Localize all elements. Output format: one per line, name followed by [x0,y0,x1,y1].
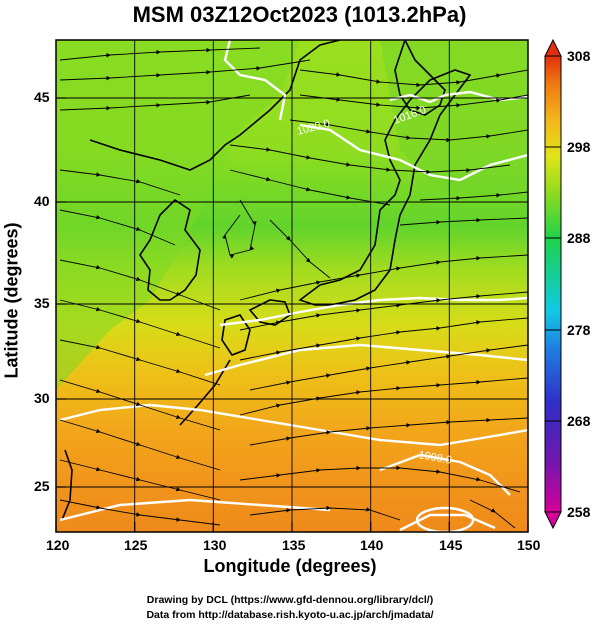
y-tick-label: 25 [34,478,50,494]
x-tick-label: 120 [46,537,70,553]
colorbar-ticks [545,55,561,513]
x-tick-label: 140 [360,537,384,553]
colorbar-label: 278 [567,322,591,338]
colorbar-label: 288 [567,230,591,246]
wind-streamlines [59,47,528,529]
grid-lines [56,40,528,532]
y-tick-label: 40 [34,193,50,209]
x-tick-label: 125 [124,537,148,553]
colorbar-label: 308 [567,48,591,64]
y-tick-label: 30 [34,390,50,406]
y-axis-label: Latitude (degrees) [1,222,22,379]
x-tick-label: 150 [517,537,541,553]
chart-title: MSM 03Z12Oct2023 (1013.2hPa) [132,2,467,27]
credit-line-drawing: Drawing by DCL (https://www.gfd-dennou.o… [146,594,434,606]
x-tick-label: 130 [203,537,227,553]
y-tick-label: 35 [34,295,50,311]
land-shading [56,40,300,390]
colorbar-label: 268 [567,413,591,429]
x-axis-label: Longitude (degrees) [203,556,377,576]
colorbar-label: 298 [567,139,591,155]
contour-label: 1008.0 [417,449,452,467]
x-tick-label: 145 [439,537,463,553]
colorbar-label: 258 [567,504,591,520]
axis-ticks [55,97,529,532]
colorbar-top-arrow [544,38,562,57]
colorbar-bottom-arrow [544,511,562,530]
colorbar [544,55,562,513]
y-tick-label: 45 [34,89,50,105]
x-tick-label: 135 [282,537,306,553]
credit-line-data: Data from http://database.rish.kyoto-u.a… [146,609,434,621]
